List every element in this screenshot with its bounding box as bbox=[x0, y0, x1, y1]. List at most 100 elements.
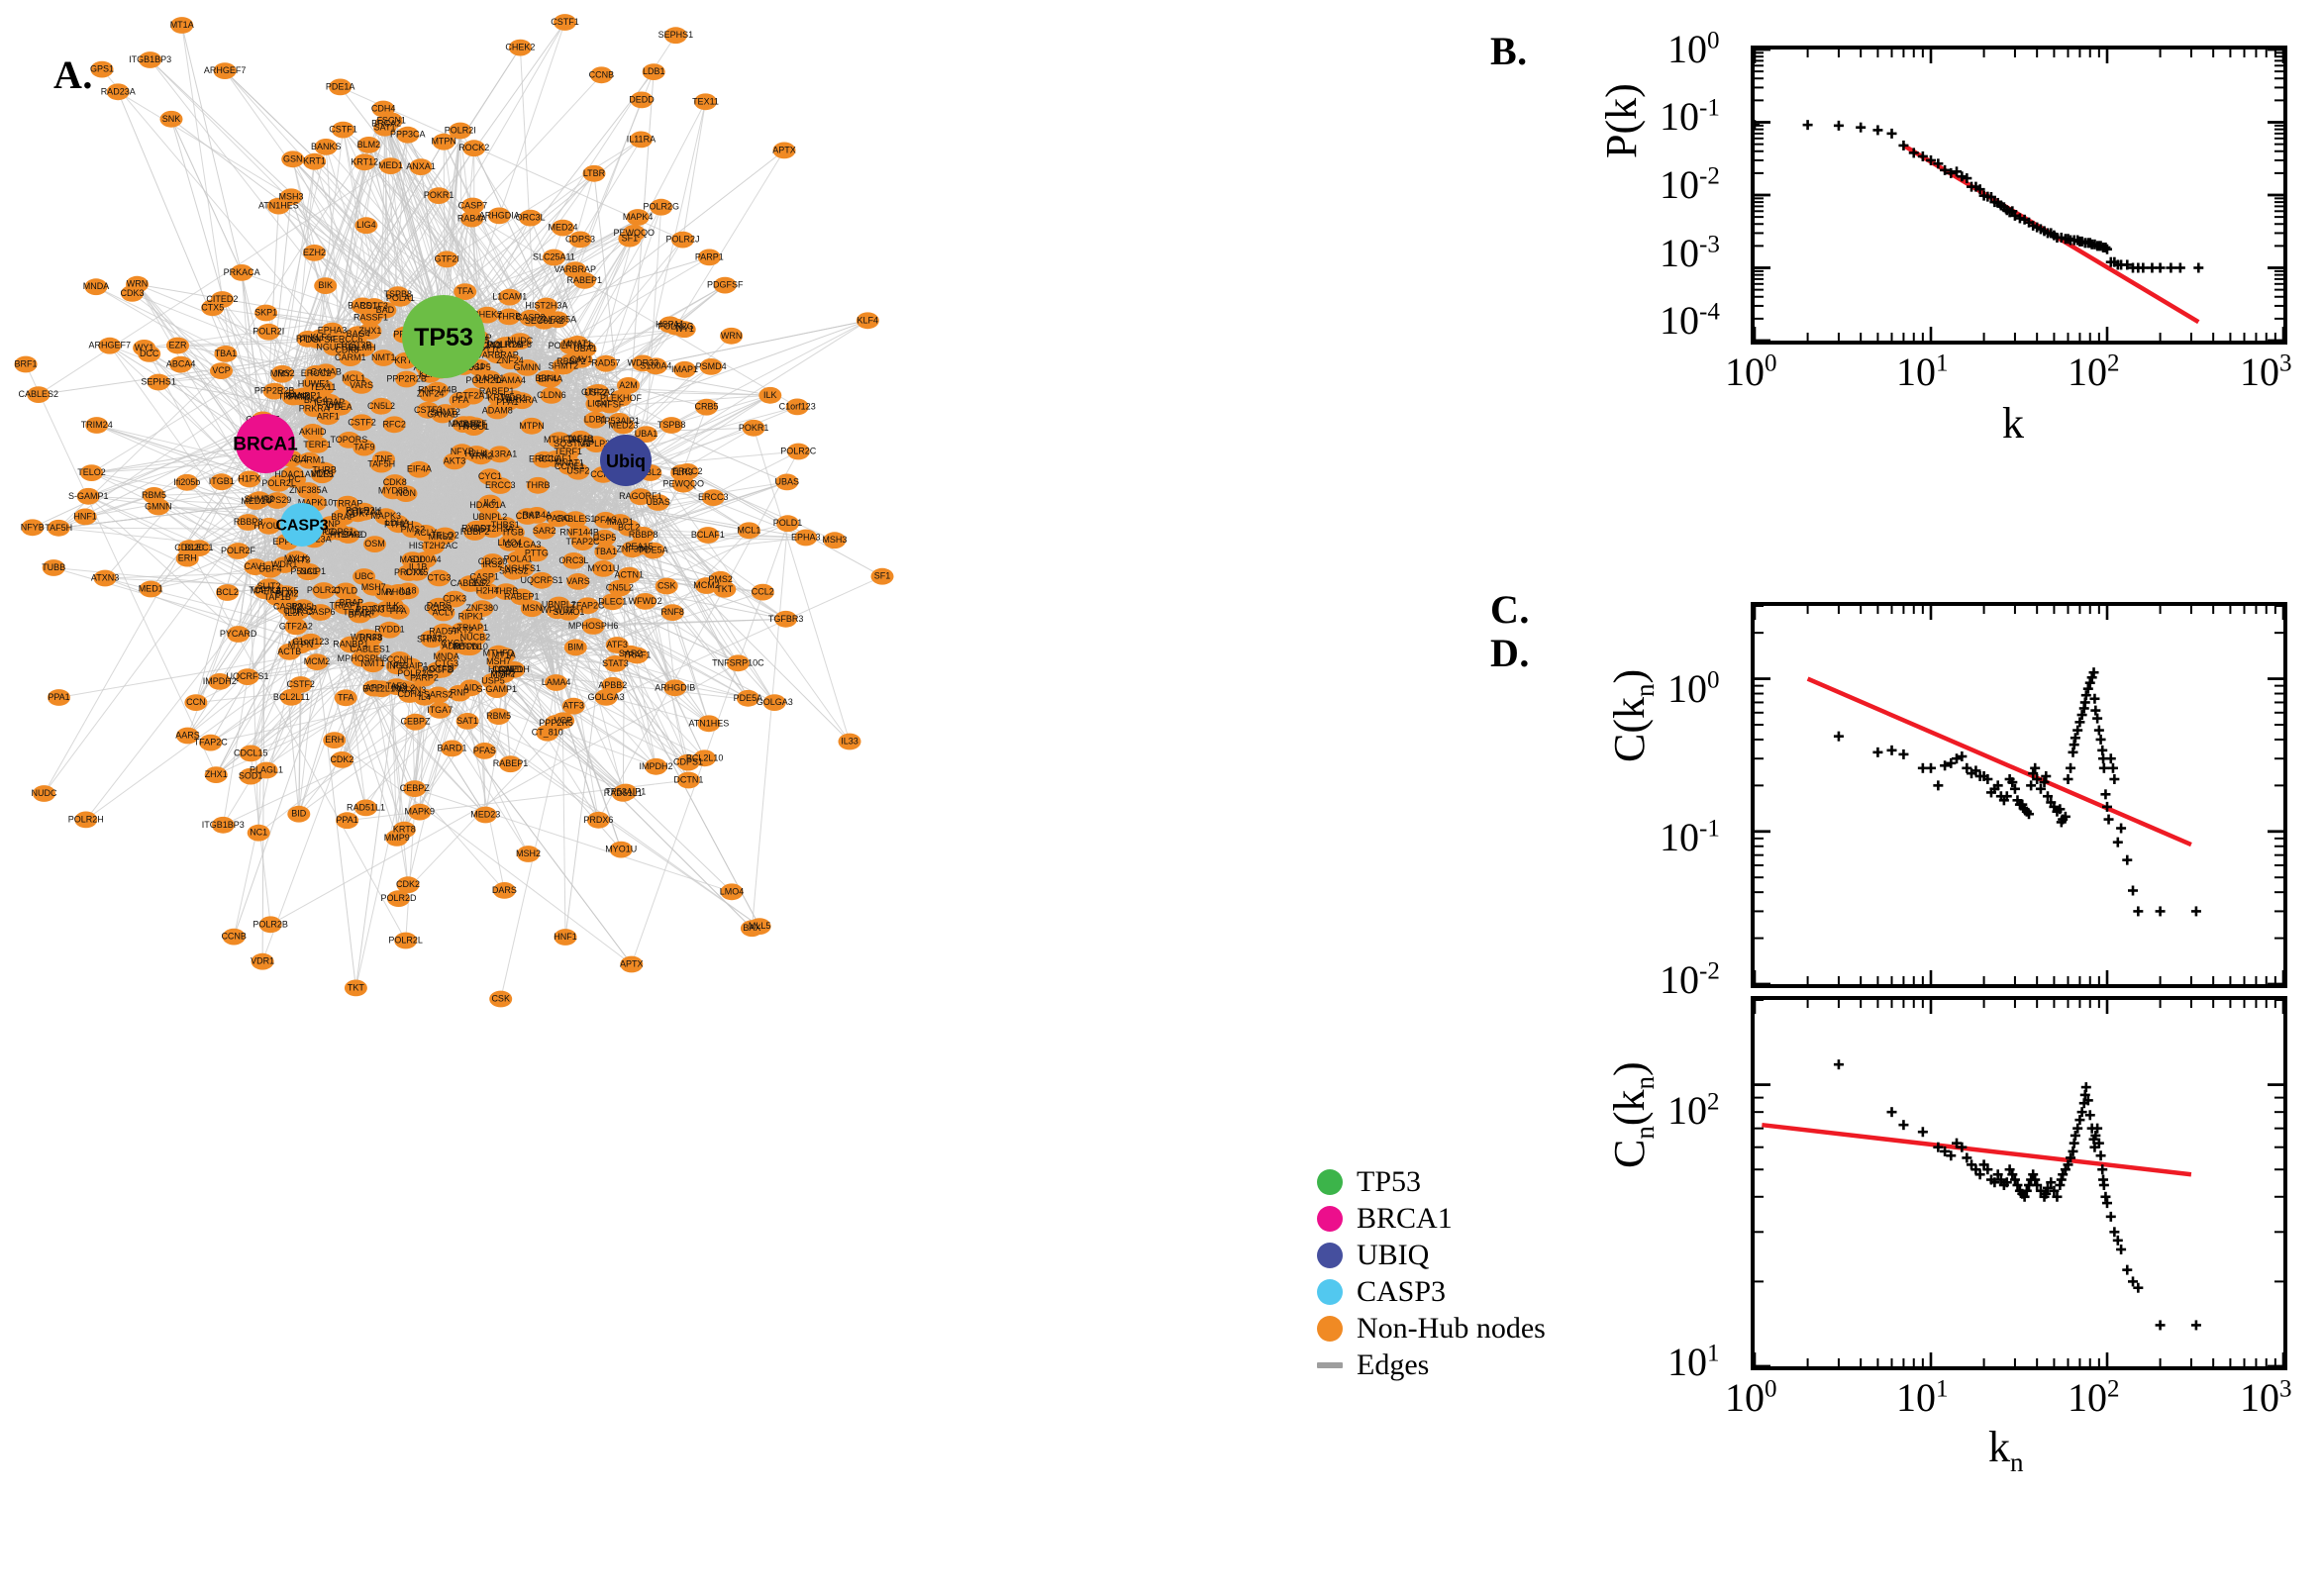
hub-label-brca1: BRCA1 bbox=[233, 435, 298, 455]
network-node-label: CLDN6 bbox=[537, 390, 566, 400]
network-node-label: IMAP1 bbox=[671, 364, 698, 374]
network-node-label: AKHID bbox=[299, 427, 327, 437]
network-node-label: TFAP2C bbox=[565, 537, 600, 547]
network-node bbox=[303, 152, 327, 170]
network-node bbox=[303, 245, 326, 261]
network-node-label: ITGA7 bbox=[427, 705, 453, 715]
network-node bbox=[603, 655, 627, 672]
network-node-label: ZNF24 bbox=[496, 355, 524, 365]
network-node-label: KRT5 bbox=[487, 392, 510, 402]
network-node-label: KLF4 bbox=[858, 315, 879, 325]
network-node-label: MYO1U bbox=[605, 845, 637, 854]
network-node-label: TRIM24 bbox=[81, 420, 113, 430]
network-node-label: PPP2R5 bbox=[539, 718, 573, 728]
network-node-label: MADD bbox=[399, 554, 426, 564]
network-node-label: ITGB1BP3 bbox=[202, 820, 245, 830]
network-node-label: GTF2A1 bbox=[348, 507, 381, 517]
plot-b-ylabel: P(k) bbox=[1597, 83, 1646, 158]
network-node bbox=[736, 689, 759, 707]
network-node bbox=[462, 419, 485, 436]
network-node-label: OSM bbox=[364, 539, 385, 549]
network-node bbox=[542, 249, 565, 266]
network-node-label: CYC1 bbox=[478, 471, 502, 481]
network-node bbox=[786, 443, 810, 460]
network-node-label: SF1 bbox=[874, 571, 891, 581]
network-node-label: POLA1 bbox=[386, 293, 415, 303]
network-node bbox=[694, 93, 717, 111]
network-node-label: BCLAF1 bbox=[691, 530, 725, 540]
hub-node-tp53[interactable] bbox=[402, 295, 485, 378]
plot-d-xtick-3: 103 bbox=[2240, 1375, 2292, 1420]
network-node-label: CYC1 bbox=[441, 639, 464, 648]
network-node-label: MED23 bbox=[608, 420, 638, 430]
network-node-label: VARBRAP bbox=[476, 349, 518, 359]
network-node bbox=[302, 375, 326, 393]
network-node-label: SEC61A2 bbox=[525, 316, 564, 326]
network-node-label: PTHLH bbox=[384, 519, 414, 529]
network-node-label: BIK bbox=[318, 280, 333, 290]
network-node bbox=[435, 250, 458, 268]
network-node-label: MAPK10 bbox=[298, 498, 334, 508]
network-node-label: TBA1 bbox=[215, 349, 238, 358]
network-node-label: CDK3 bbox=[120, 288, 144, 298]
network-node bbox=[454, 283, 477, 300]
network-node-label: IRS2 bbox=[482, 559, 502, 569]
network-node-label: MED1 bbox=[378, 160, 403, 170]
network-node bbox=[751, 583, 774, 601]
network-node-label: C1orf123 bbox=[779, 401, 816, 411]
network-node-label: TAF9 bbox=[386, 681, 407, 691]
network-node bbox=[594, 354, 618, 372]
network-node-label: WDR1 bbox=[271, 559, 298, 569]
network-node-label: TLR9 bbox=[671, 467, 693, 477]
network-node bbox=[76, 487, 100, 505]
network-node bbox=[386, 584, 410, 601]
network-node bbox=[266, 197, 290, 215]
network-node bbox=[432, 133, 455, 150]
network-node bbox=[432, 604, 455, 622]
network-node bbox=[265, 492, 289, 509]
network-node-label: CSK bbox=[491, 994, 510, 1004]
network-node-label: MSH2 bbox=[490, 668, 515, 678]
hub-node-ubiq[interactable] bbox=[600, 435, 652, 486]
network-node bbox=[536, 724, 559, 742]
network-node-label: KRT7 bbox=[394, 355, 417, 365]
network-node bbox=[385, 830, 409, 847]
network-node-label: POLR2J bbox=[665, 235, 699, 245]
network-node bbox=[350, 377, 373, 394]
network-node bbox=[586, 811, 610, 829]
network-node-label: PSMD4 bbox=[696, 361, 727, 371]
network-node-label: POLR2D bbox=[465, 375, 502, 385]
network-node-label: CDCL15 bbox=[234, 748, 268, 757]
network-node-label: WDR33 bbox=[628, 357, 659, 367]
network-node-label: CSTF1 bbox=[551, 17, 579, 27]
network-node bbox=[617, 566, 641, 584]
network-node-label: EIF4A bbox=[407, 464, 432, 474]
network-node-label: PDEA bbox=[328, 402, 353, 412]
network-node-label: CCNE1 bbox=[493, 664, 524, 674]
network-node bbox=[298, 451, 321, 469]
network-node-label: HNF1 bbox=[554, 932, 577, 942]
network-node bbox=[184, 694, 208, 711]
network-node-label: PFAS bbox=[594, 515, 617, 525]
network-node-label: EPPK1 bbox=[272, 537, 301, 547]
network-node-label: TEX11 bbox=[310, 382, 337, 392]
network-node bbox=[472, 568, 496, 586]
hub-node-brca1[interactable] bbox=[236, 414, 295, 473]
network-node bbox=[635, 426, 657, 443]
network-node-label: DEDD bbox=[629, 94, 655, 104]
hub-node-casp3[interactable] bbox=[280, 503, 324, 547]
network-node-label: TRIAP1 bbox=[457, 623, 489, 633]
network-node-label: TAF9 bbox=[354, 443, 374, 452]
network-node-label: TRAF1 bbox=[623, 650, 652, 660]
network-node bbox=[581, 618, 605, 635]
network-node-label: CSTF2 bbox=[348, 417, 376, 427]
plot-b-xtick-3: 103 bbox=[2240, 349, 2292, 394]
network-node-label: APBB2 bbox=[598, 680, 627, 690]
network-node bbox=[460, 387, 484, 405]
network-node-label: TCF7L2 bbox=[249, 585, 281, 595]
network-node-label: CITED2 bbox=[206, 294, 238, 304]
network-node-label: MT1A bbox=[170, 20, 194, 30]
network-node bbox=[663, 27, 687, 45]
network-node bbox=[569, 350, 593, 368]
network-node bbox=[395, 370, 419, 388]
